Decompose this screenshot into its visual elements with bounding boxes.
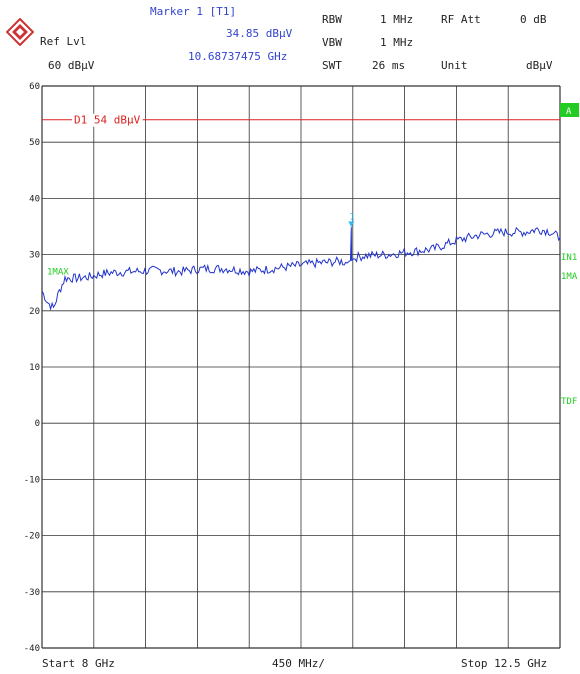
y-tick-labels: 60 50 40 30 20 10 0 -10 -20 -30 -40 (24, 82, 40, 654)
tdf-label: TDF (561, 397, 577, 407)
y-tick-label: 50 (29, 138, 40, 148)
ma1-label: 1MA (561, 272, 578, 282)
y-tick-label: 40 (29, 194, 40, 204)
y-tick-label: -10 (24, 475, 40, 485)
y-tick-label: -20 (24, 532, 40, 542)
y-tick-label: 20 (29, 307, 40, 317)
y-tick-label: 60 (29, 82, 40, 92)
in1-label: IN1 (561, 253, 577, 263)
marker-1-label: 1 (349, 212, 354, 222)
a-indicator-text: A (566, 107, 572, 117)
y-tick-label: 0 (35, 419, 40, 429)
y-tick-label: -40 (24, 644, 40, 654)
start-frequency: Start 8 GHz (42, 658, 115, 670)
trace-label: 1MAX (47, 267, 69, 277)
stop-frequency: Stop 12.5 GHz (461, 658, 547, 670)
span-per-div: 450 MHz/ (272, 658, 325, 670)
y-tick-label: 10 (29, 363, 40, 373)
display-line-label: D1 54 dBµV (74, 114, 141, 127)
y-tick-label: -30 (24, 588, 40, 598)
plot-grid (42, 86, 560, 648)
y-tick-label: 30 (29, 251, 40, 261)
